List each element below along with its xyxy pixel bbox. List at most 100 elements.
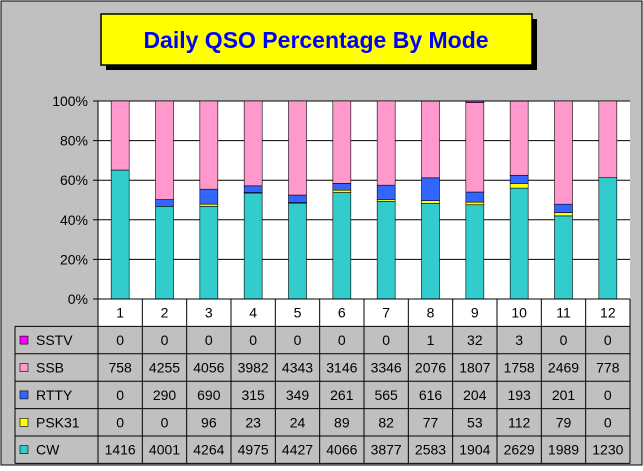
table-cell-rtty: 193 xyxy=(507,387,531,403)
table-cell-psk31: 23 xyxy=(245,414,261,430)
table-cell-cw: 4001 xyxy=(149,442,180,458)
category-label: 9 xyxy=(471,305,479,321)
bar-rtty-8 xyxy=(422,178,440,201)
table-cell-sstv: 3 xyxy=(515,332,523,348)
bar-rtty-11 xyxy=(555,204,573,212)
category-label: 1 xyxy=(116,305,124,321)
category-label: 7 xyxy=(382,305,390,321)
table-cell-ssb: 4255 xyxy=(149,360,180,376)
table-cell-rtty: 290 xyxy=(153,387,177,403)
table-cell-ssb: 778 xyxy=(596,360,620,376)
bar-cw-1 xyxy=(111,170,129,299)
bar-ssb-10 xyxy=(510,101,528,175)
category-label: 12 xyxy=(600,305,616,321)
table-cell-psk31: 0 xyxy=(604,414,612,430)
table-cell-psk31: 89 xyxy=(334,414,350,430)
bar-rtty-7 xyxy=(377,185,395,199)
y-tick-label: 20% xyxy=(60,251,88,267)
bar-ssb-7 xyxy=(377,101,395,185)
table-cell-sstv: 0 xyxy=(205,332,213,348)
bar-psk31-3 xyxy=(200,204,218,206)
category-label: 11 xyxy=(556,305,571,321)
table-cell-sstv: 0 xyxy=(604,332,612,348)
table-cell-ssb: 1807 xyxy=(459,360,490,376)
category-label: 3 xyxy=(205,305,213,321)
table-cell-ssb: 3146 xyxy=(326,360,357,376)
table-cell-rtty: 690 xyxy=(197,387,221,403)
legend-key-ssb xyxy=(20,364,28,372)
bar-cw-7 xyxy=(377,201,395,299)
bar-ssb-6 xyxy=(333,101,351,183)
table-cell-ssb: 758 xyxy=(108,360,132,376)
legend-key-psk31 xyxy=(20,418,28,426)
bar-cw-9 xyxy=(466,205,484,299)
table-cell-cw: 1230 xyxy=(592,442,623,458)
table-cell-cw: 2583 xyxy=(415,442,446,458)
table-cell-rtty: 201 xyxy=(552,387,576,403)
bar-cw-3 xyxy=(200,206,218,299)
y-tick-label: 60% xyxy=(60,172,88,188)
bar-ssb-3 xyxy=(200,101,218,189)
bar-rtty-4 xyxy=(244,186,262,193)
table-cell-rtty: 565 xyxy=(374,387,398,403)
table-cell-ssb: 3982 xyxy=(238,360,269,376)
bar-ssb-2 xyxy=(156,101,174,200)
bar-psk31-9 xyxy=(466,202,484,205)
table-cell-psk31: 79 xyxy=(556,414,572,430)
legend-label-rtty: RTTY xyxy=(36,387,73,403)
bar-ssb-1 xyxy=(111,101,129,170)
category-label: 2 xyxy=(161,305,169,321)
table-cell-sstv: 0 xyxy=(382,332,390,348)
chart-title: Daily QSO Percentage By Mode xyxy=(143,27,488,53)
table-cell-cw: 4264 xyxy=(193,442,224,458)
bar-cw-10 xyxy=(510,188,528,299)
table-cell-psk31: 77 xyxy=(423,414,439,430)
table-cell-cw: 4427 xyxy=(282,442,313,458)
bar-ssb-12 xyxy=(599,101,617,178)
legend-key-sstv xyxy=(20,336,28,344)
table-cell-rtty: 315 xyxy=(241,387,265,403)
table-cell-cw: 4066 xyxy=(326,442,357,458)
table-cell-ssb: 4056 xyxy=(193,360,224,376)
category-label: 5 xyxy=(294,305,302,321)
category-label: 8 xyxy=(427,305,435,321)
table-cell-rtty: 204 xyxy=(463,387,487,403)
table-cell-sstv: 32 xyxy=(467,332,483,348)
bar-psk31-8 xyxy=(422,201,440,204)
bar-cw-2 xyxy=(156,206,174,299)
y-tick-label: 100% xyxy=(52,93,88,109)
table-cell-cw: 1416 xyxy=(105,442,136,458)
legend-label-sstv: SSTV xyxy=(36,332,73,348)
table-cell-sstv: 1 xyxy=(427,332,435,348)
bar-cw-6 xyxy=(333,193,351,299)
table-cell-sstv: 0 xyxy=(294,332,302,348)
bar-ssb-5 xyxy=(289,101,307,195)
bar-rtty-5 xyxy=(289,195,307,203)
bar-cw-12 xyxy=(599,178,617,299)
bar-cw-4 xyxy=(244,193,262,299)
table-cell-ssb: 4343 xyxy=(282,360,313,376)
table-cell-cw: 1904 xyxy=(459,442,490,458)
bar-psk31-6 xyxy=(333,190,351,192)
table-cell-ssb: 1758 xyxy=(504,360,535,376)
table-cell-psk31: 53 xyxy=(467,414,483,430)
table-cell-ssb: 2076 xyxy=(415,360,446,376)
bar-cw-8 xyxy=(422,203,440,299)
table-cell-rtty: 261 xyxy=(330,387,354,403)
table-cell-psk31: 24 xyxy=(290,414,306,430)
table-cell-sstv: 0 xyxy=(249,332,257,348)
bar-ssb-9 xyxy=(466,103,484,192)
table-cell-rtty: 0 xyxy=(604,387,612,403)
table-cell-rtty: 349 xyxy=(286,387,310,403)
y-tick-label: 0% xyxy=(68,291,88,307)
table-cell-ssb: 2469 xyxy=(548,360,579,376)
table-cell-sstv: 0 xyxy=(338,332,346,348)
bar-rtty-2 xyxy=(156,200,174,207)
bar-rtty-6 xyxy=(333,183,351,190)
table-cell-sstv: 0 xyxy=(161,332,169,348)
bar-rtty-9 xyxy=(466,192,484,202)
table-cell-rtty: 616 xyxy=(419,387,443,403)
table-cell-cw: 2629 xyxy=(504,442,535,458)
